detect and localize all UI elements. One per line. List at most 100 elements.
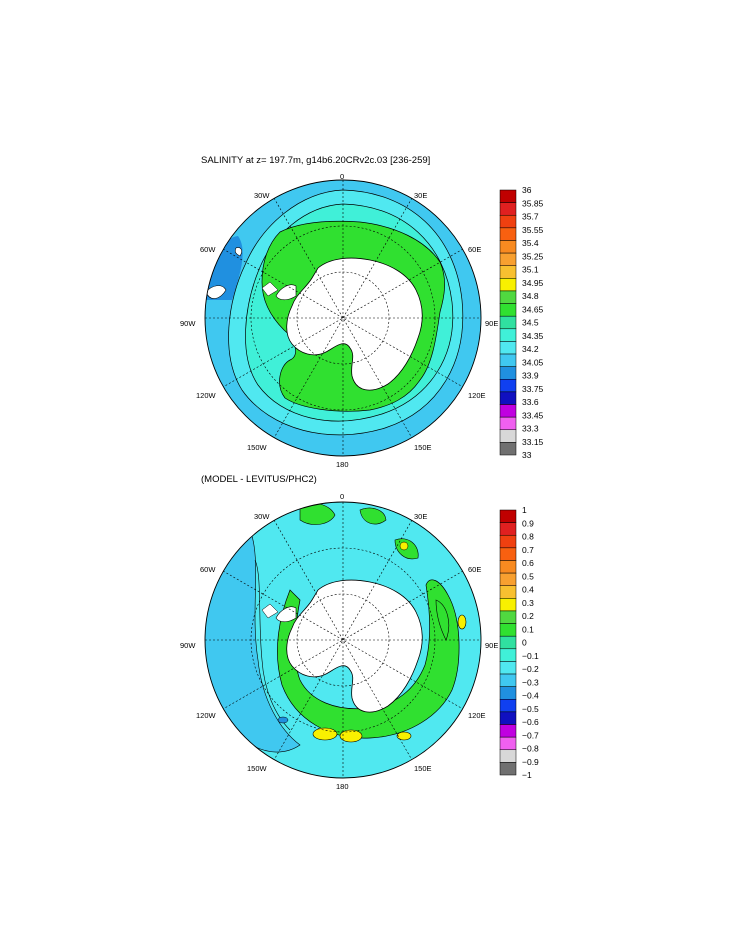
top-lon-90e: 90E (485, 319, 498, 328)
colorbar-swatch (499, 598, 517, 612)
colorbar-label: 0.9 (522, 518, 534, 528)
colorbar-label: 34.65 (522, 304, 544, 314)
colorbar-label: 33.9 (522, 371, 539, 381)
top-lon-150w: 150W (247, 443, 268, 452)
top-lon-180: 180 (336, 460, 349, 469)
colorbar-swatch (499, 661, 517, 675)
colorbar-swatch (499, 341, 517, 355)
colorbar-swatch (499, 585, 517, 599)
colorbar-swatch (499, 560, 517, 574)
colorbar-label: 0.2 (522, 611, 534, 621)
colorbar-swatch (499, 572, 517, 586)
colorbar-label: 33.45 (522, 410, 544, 420)
colorbar-swatch (499, 522, 517, 536)
colorbar-label: 34.95 (522, 278, 544, 288)
colorbar-swatch (499, 648, 517, 662)
top-lon-90w: 90W (180, 319, 196, 328)
colorbar-swatch (499, 429, 517, 443)
colorbar-label: 36 (522, 185, 532, 195)
colorbar-swatch (499, 623, 517, 637)
colorbar-label: 0.7 (522, 545, 534, 555)
colorbar-label: 33.75 (522, 384, 544, 394)
bottom-lon-150e: 150E (414, 764, 432, 773)
colorbar-swatch (499, 303, 517, 317)
colorbar-swatch (499, 699, 517, 713)
colorbar-label: 33 (522, 450, 532, 460)
colorbar-swatch (499, 762, 517, 776)
colorbar-swatch (499, 686, 517, 700)
bottom-lon-30w: 30W (254, 512, 270, 521)
colorbar-label: 0.1 (522, 624, 534, 634)
colorbar-label: −0.9 (522, 757, 539, 767)
colorbar-swatch (499, 404, 517, 418)
colorbar-swatch (499, 202, 517, 216)
bottom-polar-map: 0 180 90W 90E 30W 60W 120W 150W 30E 60E … (180, 492, 498, 791)
colorbar-swatch (499, 366, 517, 380)
colorbar-label: −0.2 (522, 664, 539, 674)
bottom-lon-60w: 60W (200, 565, 216, 574)
bottom-lon-60e: 60E (468, 565, 481, 574)
colorbar-swatch (499, 290, 517, 304)
colorbar-label: 1 (522, 505, 527, 515)
colorbar-swatch (499, 315, 517, 330)
colorbar-label: 34.35 (522, 331, 544, 341)
top-lon-60e: 60E (468, 245, 481, 254)
colorbar-swatch (499, 509, 517, 523)
top-lon-150e: 150E (414, 443, 432, 452)
colorbar-label: 0.6 (522, 558, 534, 568)
bottom-map-title: (MODEL - LEVITUS/PHC2) (201, 474, 317, 485)
colorbar-label: 33.15 (522, 437, 544, 447)
colorbar-label: 35.85 (522, 198, 544, 208)
colorbar-label: 33.6 (522, 397, 539, 407)
colorbar-label: 34.2 (522, 344, 539, 354)
colorbar-label: −0.8 (522, 744, 539, 754)
colorbar-swatch (499, 379, 517, 393)
colorbar-label: 0.3 (522, 598, 534, 608)
bottom-lon-180: 180 (336, 782, 349, 791)
bottom-green-band (277, 579, 460, 739)
colorbar-label: 33.3 (522, 424, 539, 434)
colorbar-label: 0.5 (522, 571, 534, 581)
bottom-lon-0: 0 (340, 492, 344, 501)
colorbar-label: 34.5 (522, 318, 539, 328)
colorbar-swatch (499, 240, 517, 254)
colorbar-label: 0.4 (522, 585, 534, 595)
colorbar-label: −0.3 (522, 677, 539, 687)
bottom-lon-120e: 120E (468, 711, 486, 720)
colorbar-swatch (499, 227, 517, 241)
colorbar-swatch (499, 547, 517, 561)
colorbar-label: 35.55 (522, 225, 544, 235)
colorbar-swatch (499, 391, 517, 405)
top-map-title: SALINITY at z= 197.7m, g14b6.20CRv2c.03 … (201, 155, 431, 166)
colorbar-swatch (499, 214, 517, 229)
colorbar-swatch (499, 736, 517, 751)
colorbar-swatch (499, 749, 517, 763)
colorbar-label: −0.1 (522, 651, 539, 661)
colorbar-label: −1 (522, 770, 532, 780)
colorbar-swatch (499, 711, 517, 725)
top-lon-30w: 30W (254, 191, 270, 200)
colorbar-label: −0.6 (522, 717, 539, 727)
top-lon-120e: 120E (468, 391, 486, 400)
colorbar-swatch (499, 328, 517, 342)
top-polar-map: 0 180 90W 90E 30W 60W 120W 150W 30E 60E … (180, 172, 498, 469)
top-lon-120w: 120W (196, 391, 217, 400)
top-lon-30e: 30E (414, 191, 427, 200)
top-colorbar: 36 35.85 35.7 35.55 35.4 35.25 35.1 34.95 34.8 34… (499, 185, 544, 460)
colorbar-label: 0.8 (522, 532, 534, 542)
colorbar-swatch (499, 353, 517, 367)
bottom-lon-90w: 90W (180, 641, 196, 650)
bottom-lon-150w: 150W (247, 764, 268, 773)
top-lon-0: 0 (340, 172, 344, 181)
colorbar-swatch (499, 278, 517, 292)
colorbar-label: 34.05 (522, 357, 544, 367)
colorbar-swatch (499, 610, 517, 624)
colorbar-label: −0.5 (522, 704, 539, 714)
colorbar-swatch (499, 442, 517, 456)
colorbar-label: 35.4 (522, 238, 539, 248)
colorbar-swatch (499, 534, 517, 549)
colorbar-label: 35.1 (522, 265, 539, 275)
colorbar-label: −0.4 (522, 691, 539, 701)
bottom-lon-90e: 90E (485, 641, 498, 650)
